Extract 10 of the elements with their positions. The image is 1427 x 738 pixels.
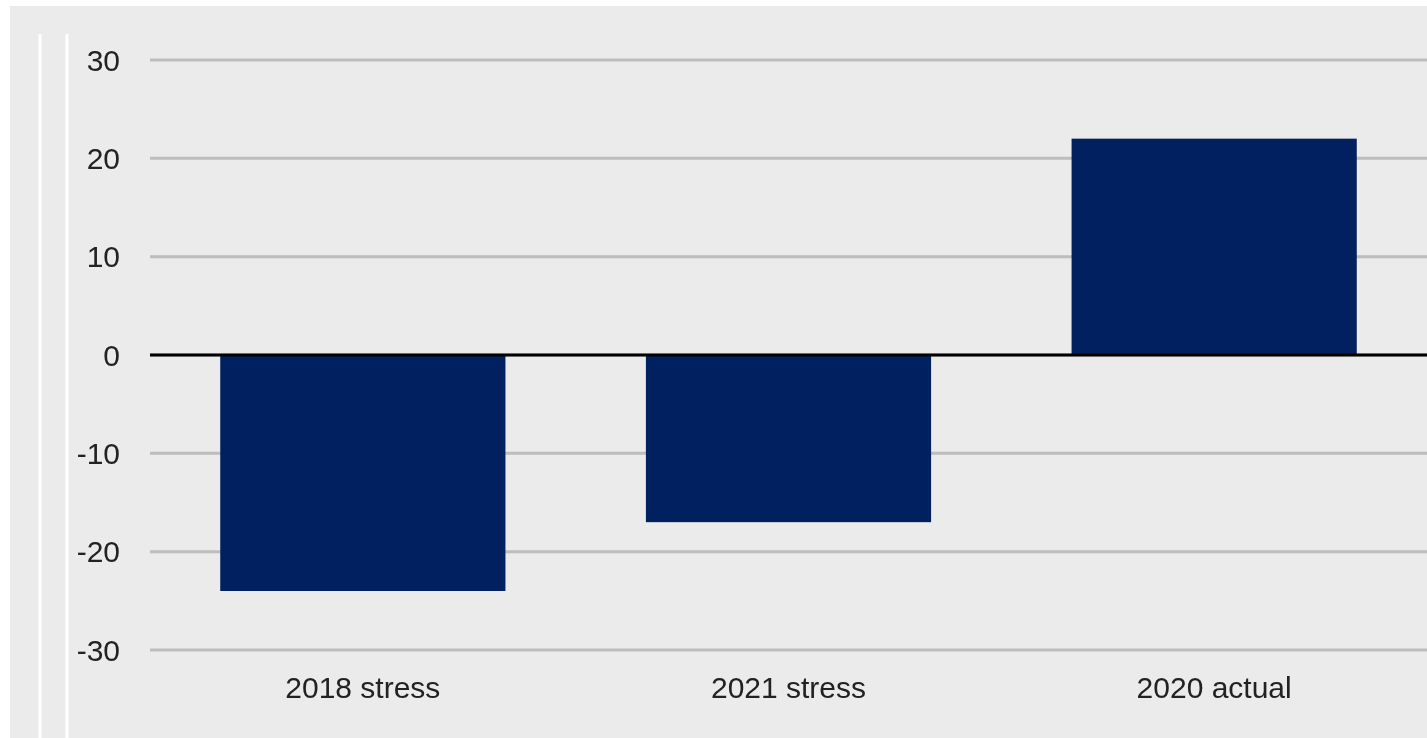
y-tick-label: -30: [76, 633, 120, 667]
y-tick-label: -20: [76, 535, 120, 569]
x-tick-label: 2018 stress: [285, 671, 441, 704]
y-tick-label: 10: [86, 240, 120, 274]
x-tick-label: 2021 stress: [710, 671, 867, 704]
y-tick-label: -10: [76, 436, 120, 470]
y-tick-label: 30: [86, 43, 120, 77]
y-tick-label: 20: [86, 141, 120, 175]
x-tick-label: 2020 actual: [1136, 671, 1292, 704]
y-tick-label: 0: [103, 338, 120, 372]
